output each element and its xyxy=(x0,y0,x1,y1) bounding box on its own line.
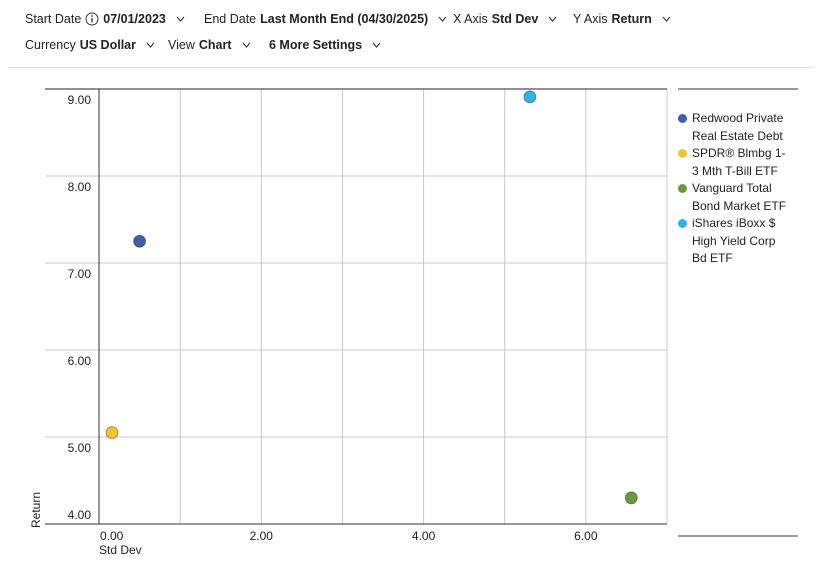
setting-value: Last Month End (04/30/2025) xyxy=(260,12,429,26)
y-axis-title: Return xyxy=(29,492,43,528)
legend-label: iShares iBoxx $ High Yield Corp Bd ETF xyxy=(692,216,776,265)
legend-swatch xyxy=(678,149,687,158)
y-tick-label: 7.00 xyxy=(68,267,92,281)
info-icon[interactable] xyxy=(85,12,99,26)
setting-label: End Date xyxy=(204,12,257,26)
legend-entry[interactable]: Redwood Private Real Estate Debt xyxy=(678,110,790,145)
setting-label: View xyxy=(168,38,195,52)
setting-dropdown[interactable]: Start Date 07/01/2023 xyxy=(25,12,185,26)
setting-value: Std Dev xyxy=(491,12,539,26)
separator xyxy=(8,67,813,68)
y-tick-label: 6.00 xyxy=(68,354,92,368)
legend-swatch xyxy=(678,219,687,228)
scatter-point xyxy=(105,426,119,440)
chevron xyxy=(372,42,381,48)
more-settings-label: 6 More Settings xyxy=(269,38,363,52)
setting-label: X Axis xyxy=(453,12,488,26)
legend-label: SPDR® Blmbg 1-3 Mth T-Bill ETF xyxy=(692,146,786,178)
setting-value: 07/01/2023 xyxy=(103,12,166,26)
y-tick-label: 8.00 xyxy=(68,180,92,194)
chevron xyxy=(548,16,557,22)
setting-dropdown[interactable]: Y Axis Return xyxy=(573,12,671,26)
setting-label: Y Axis xyxy=(573,12,608,26)
setting-value: Return xyxy=(611,12,652,26)
legend-entry[interactable]: SPDR® Blmbg 1-3 Mth T-Bill ETF xyxy=(678,145,790,180)
setting-dropdown[interactable]: View Chart xyxy=(168,38,251,52)
scatter-point xyxy=(133,234,147,248)
y-tick-label: 5.00 xyxy=(68,441,92,455)
more-settings[interactable]: 6 More Settings xyxy=(269,38,381,52)
x-tick-label: 2.00 xyxy=(250,529,274,543)
setting-dropdown[interactable]: X Axis Std Dev xyxy=(453,12,557,26)
setting-label: Currency xyxy=(25,38,76,52)
legend-label: Redwood Private Real Estate Debt xyxy=(692,111,784,143)
legend-entry[interactable]: Vanguard Total Bond Market ETF xyxy=(678,180,790,215)
setting-dropdown[interactable]: End Date Last Month End (04/30/2025) xyxy=(204,12,447,26)
x-axis-title: Std Dev xyxy=(99,543,142,557)
legend-label: Vanguard Total Bond Market ETF xyxy=(692,181,787,213)
legend-swatch xyxy=(678,184,687,193)
x-tick-label: 0.00 xyxy=(100,529,124,543)
scatter-point xyxy=(523,90,537,104)
chevron xyxy=(242,42,250,48)
setting-value: Chart xyxy=(198,38,232,52)
y-tick-label: 9.00 xyxy=(68,93,92,107)
setting-label: Start Date xyxy=(25,12,82,26)
setting-value: US Dollar xyxy=(79,38,136,52)
y-tick-label: 4.00 xyxy=(68,508,92,522)
legend-swatch xyxy=(678,114,687,123)
chevron xyxy=(438,16,447,22)
setting-dropdown[interactable]: Currency US Dollar xyxy=(25,38,155,52)
chevron xyxy=(662,16,671,22)
chevron xyxy=(176,16,185,22)
legend: Redwood Private Real Estate Debt SPDR® Bl… xyxy=(678,110,790,268)
legend-entry[interactable]: iShares iBoxx $ High Yield Corp Bd ETF xyxy=(678,215,790,268)
chevron xyxy=(146,42,155,48)
x-tick-label: 4.00 xyxy=(412,529,436,543)
scatter-point xyxy=(624,491,638,505)
x-tick-label: 6.00 xyxy=(574,529,598,543)
